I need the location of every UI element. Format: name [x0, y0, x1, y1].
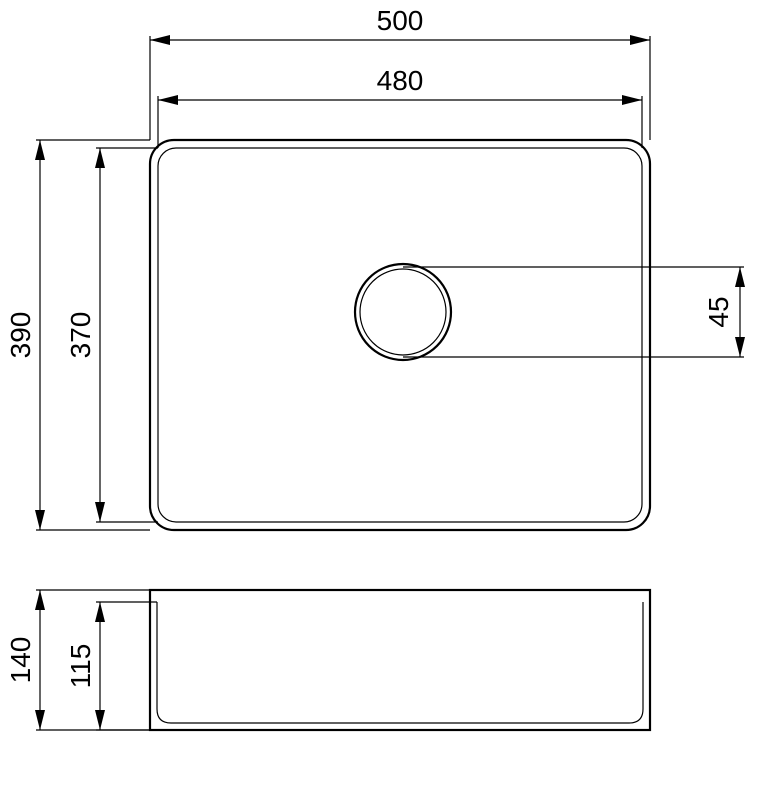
drain-inner-circle: [360, 269, 446, 355]
drain-outer-circle: [355, 264, 451, 360]
dimension-115-label: 115: [65, 644, 96, 689]
dimension-370: 370: [65, 148, 158, 522]
top-view-outer-rect: [150, 140, 650, 530]
dimension-45-label: 45: [703, 296, 734, 327]
top-view: [150, 140, 650, 530]
dimension-500-label: 500: [377, 5, 424, 36]
dimension-140-label: 140: [5, 637, 36, 684]
sink-technical-drawing: 500 480 390 370 45: [0, 0, 774, 790]
dimension-390-label: 390: [5, 312, 36, 359]
dimension-480: 480: [158, 65, 642, 148]
dimension-115: 115: [65, 602, 157, 730]
dimension-370-label: 370: [65, 312, 96, 359]
side-view-inner-path: [157, 602, 643, 723]
side-view-outer-rect: [150, 590, 650, 730]
top-view-inner-rect: [158, 148, 642, 522]
dimension-45: 45: [403, 267, 745, 357]
dimension-480-label: 480: [377, 65, 424, 96]
side-view: [150, 590, 650, 730]
